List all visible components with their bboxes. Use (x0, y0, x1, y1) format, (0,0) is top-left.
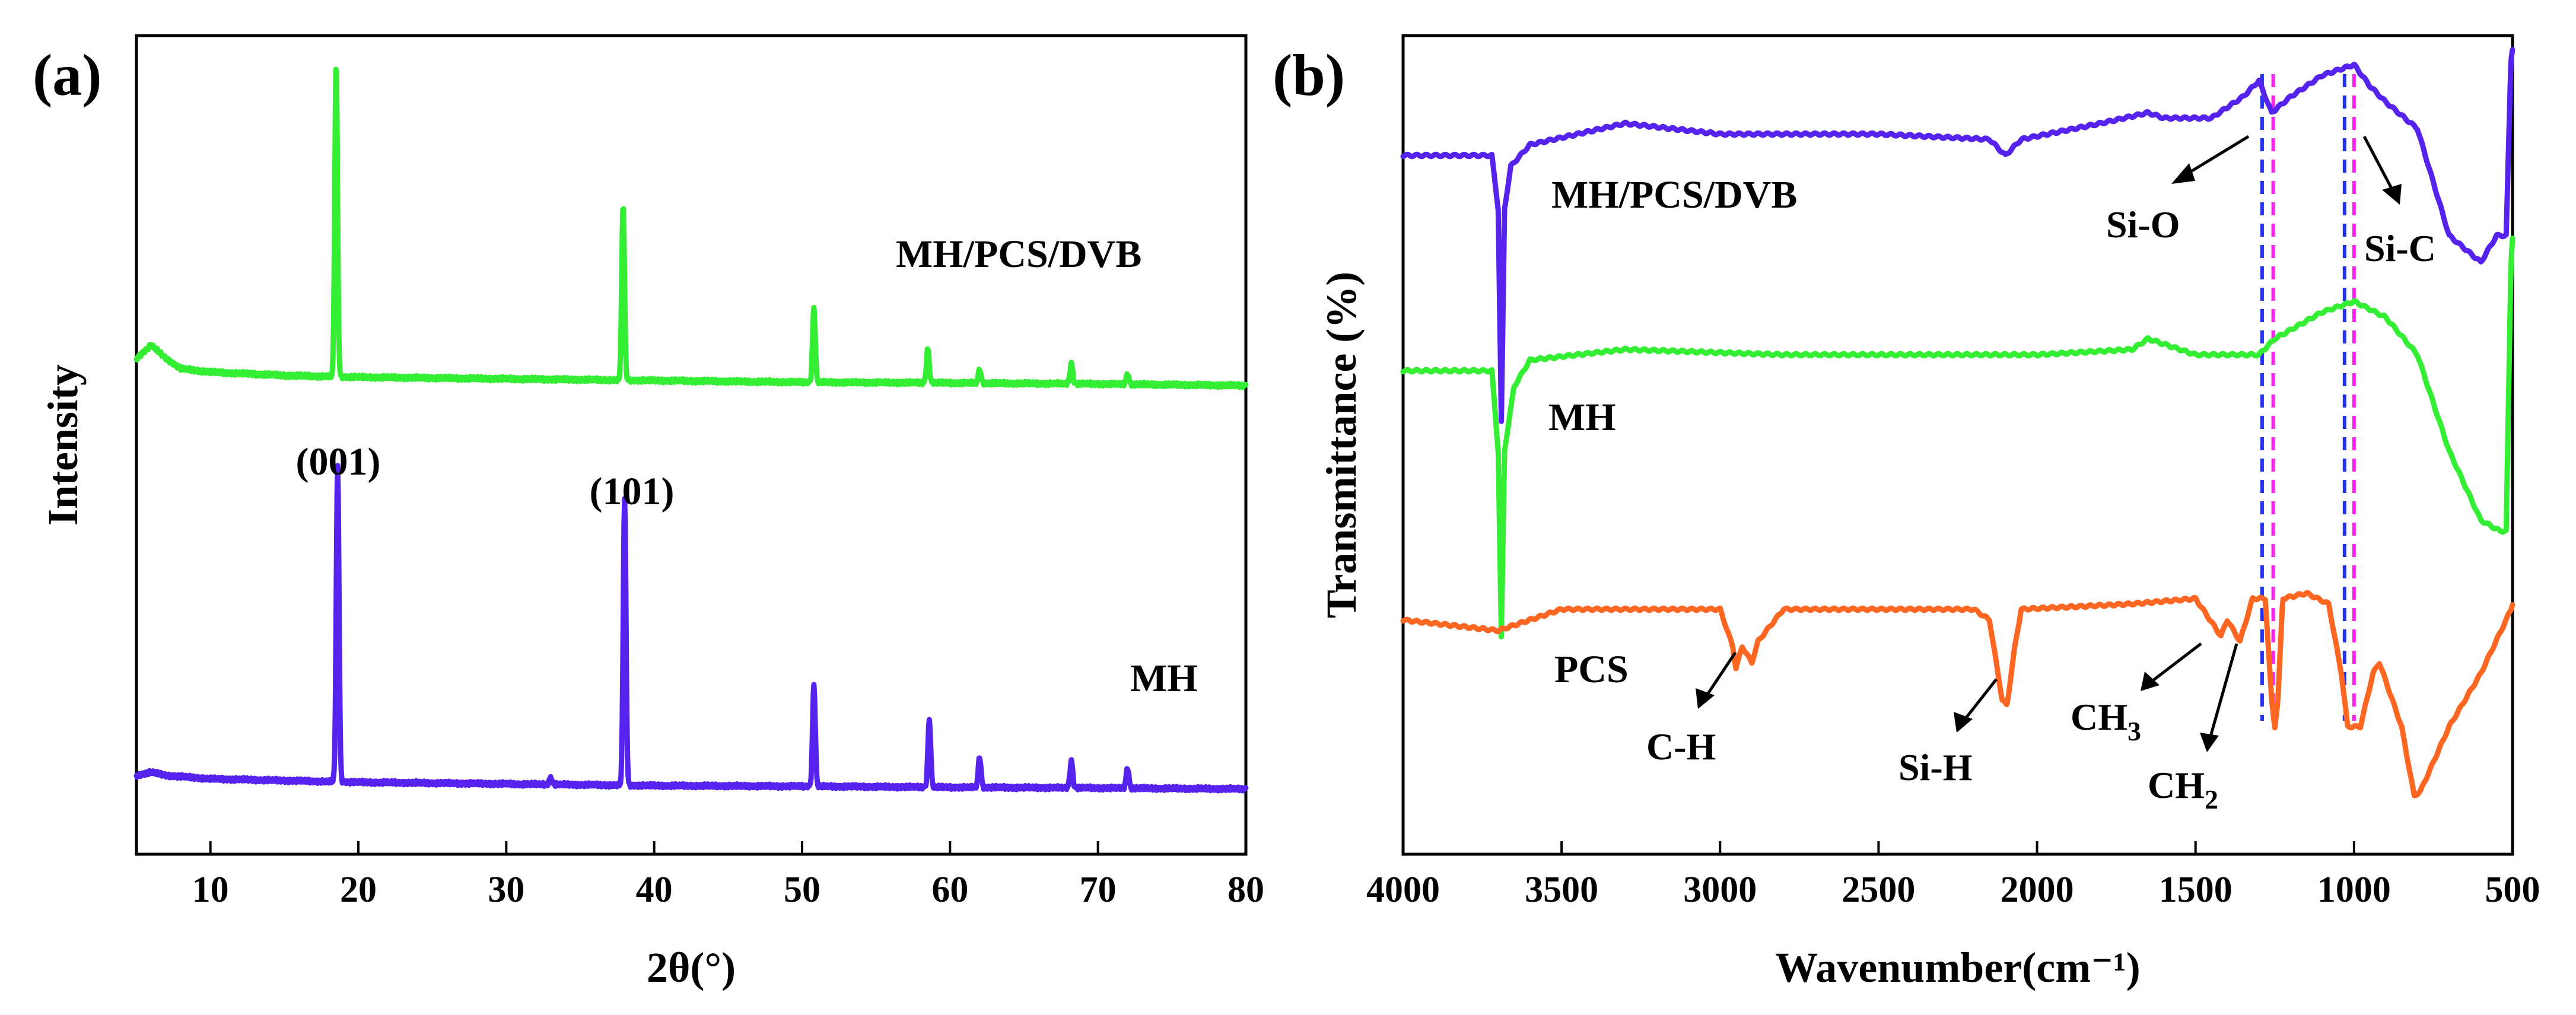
arrow-ch3 (2149, 642, 2202, 683)
band-label-si-h: Si-H (1898, 746, 1972, 788)
panel-a-x-axis-title: 2θ(°) (647, 944, 736, 991)
panel-b-reference-lines (2260, 74, 2356, 721)
panel-a-x-tick-label: 30 (488, 870, 524, 910)
arrow-ch2 (2208, 643, 2238, 739)
arrowhead-si-c (2382, 184, 2402, 205)
arrowhead-si-o (2171, 163, 2195, 184)
panel-a-x-tick-label: 10 (192, 870, 229, 910)
panel-b-x-axis-title: Wavenumber(cm⁻¹) (1775, 944, 2140, 991)
panel-b-x-tick-label: 3500 (1525, 870, 1598, 910)
series-label-mh-b: MH (1548, 396, 1616, 439)
arrowhead-c-h (1696, 688, 1715, 709)
panel-a-label: (a) (33, 42, 102, 108)
peak-label-001: (001) (296, 440, 381, 483)
panel-b-x-tick-label: 4000 (1366, 870, 1440, 910)
panel-b-trace-mh (1400, 236, 2515, 639)
panel-b-plot-frame (1401, 34, 2514, 856)
panel-b-x-tick-label: 2000 (2001, 870, 2074, 910)
panel-b-x-tick-label: 3000 (1683, 870, 1757, 910)
band-label-ch3-subscript: 3 (2127, 716, 2141, 746)
arrow-si-c (2362, 135, 2396, 194)
arrow-si-h (1963, 678, 1998, 722)
arrowhead-ch2 (2200, 733, 2219, 752)
panel-a-x-tick-label: 20 (340, 870, 377, 910)
panel-b: (b) 4000 3500 3000 2500 2000 1500 1000 500 Wave… (1273, 34, 2540, 991)
band-label-ch3-main: CH (2071, 696, 2127, 738)
panel-b-y-axis-title: Transmittance (%) (1318, 272, 1365, 619)
panel-b-x-tick-label: 2500 (1842, 870, 1915, 910)
panel-b-trace-pcs (1400, 590, 2515, 798)
arrowhead-si-h (1954, 712, 1973, 733)
panel-b-x-tick-label: 1000 (2317, 870, 2391, 910)
panel-a-x-tick-label: 50 (784, 870, 820, 910)
band-label-c-h: C-H (1646, 726, 1716, 768)
panel-a-x-tick-label: 80 (1227, 870, 1264, 910)
panel-a-x-tick-label: 60 (931, 870, 968, 910)
band-label-ch2-main: CH (2148, 764, 2205, 806)
panel-b-label: (b) (1273, 42, 1345, 108)
panel-a-trace-mh (133, 463, 1249, 794)
peak-label-101: (101) (590, 470, 675, 513)
band-label-si-c: Si-C (2364, 227, 2436, 269)
panel-a: (a) 10 20 30 40 50 60 70 80 2θ(°) Intensity MH/… (33, 34, 1264, 991)
panel-a-x-tick-label: 40 (636, 870, 673, 910)
band-label-si-o: Si-O (2106, 203, 2180, 246)
panel-b-x-tick-label: 500 (2485, 870, 2540, 910)
panel-b-x-ticks: 4000 3500 3000 2500 2000 1500 1000 500 (1366, 841, 2540, 910)
panel-a-plot-frame (135, 34, 1248, 856)
band-label-ch2: CH2 (2148, 764, 2218, 814)
panel-b-x-tick-label: 1500 (2159, 870, 2232, 910)
panel-a-y-axis-title: Intensity (39, 364, 87, 526)
arrowhead-ch3 (2141, 672, 2160, 691)
panel-a-x-tick-label: 70 (1080, 870, 1117, 910)
series-label-mh-a: MH (1130, 657, 1198, 700)
series-label-pcs-b: PCS (1554, 648, 1629, 691)
band-label-ch3: CH3 (2071, 696, 2141, 746)
panel-a-series (133, 66, 1249, 794)
panel-b-trace-mh-pcs-dvb (1400, 47, 2515, 424)
band-label-ch2-subscript: 2 (2205, 784, 2218, 814)
series-label-mh-pcs-dvb-a: MH/PCS/DVB (896, 233, 1141, 276)
panel-a-trace-mh-pcs-dvb (133, 66, 1249, 390)
panel-a-x-ticks: 10 20 30 40 50 60 70 80 (192, 841, 1264, 910)
series-label-mh-pcs-dvb-b: MH/PCS/DVB (1551, 173, 1797, 217)
panel-b-series (1400, 47, 2515, 798)
arrow-c-h (1704, 651, 1737, 698)
